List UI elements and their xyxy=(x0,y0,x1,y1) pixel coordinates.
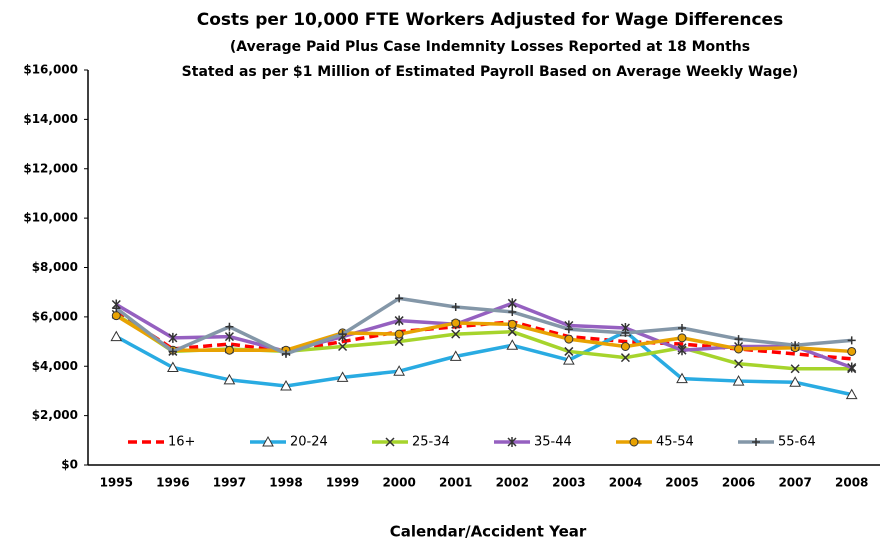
marker xyxy=(507,327,517,337)
x-tick-label: 2007 xyxy=(778,476,811,490)
marker xyxy=(223,373,236,385)
chart-subtitle: (Average Paid Plus Case Indemnity Losses… xyxy=(230,39,750,55)
y-tick-label: $14,000 xyxy=(23,112,78,126)
marker xyxy=(563,354,575,365)
marker xyxy=(394,315,404,326)
marker xyxy=(677,333,687,343)
series-line xyxy=(115,296,852,356)
marker xyxy=(393,365,405,376)
marker xyxy=(168,332,178,343)
marker xyxy=(262,435,274,447)
marker xyxy=(451,303,460,311)
marker xyxy=(508,307,517,316)
x-tick-label: 2001 xyxy=(439,476,472,490)
marker xyxy=(620,353,630,363)
marker xyxy=(845,388,858,400)
legend-label: 20-24 xyxy=(290,435,328,450)
y-tick-label: $4,000 xyxy=(32,359,78,373)
x-tick-label: 2002 xyxy=(496,476,529,490)
marker xyxy=(449,350,462,361)
marker xyxy=(752,438,760,446)
marker xyxy=(507,319,517,329)
marker xyxy=(621,328,630,337)
y-tick-label: $0 xyxy=(61,458,78,472)
series-line xyxy=(115,329,853,397)
marker xyxy=(111,311,121,321)
marker xyxy=(734,359,744,369)
marker xyxy=(224,331,234,342)
marker xyxy=(506,339,519,350)
x-tick-label: 2005 xyxy=(665,476,698,490)
y-tick-label: $12,000 xyxy=(23,161,78,175)
series xyxy=(112,294,856,358)
legend-label: 25-34 xyxy=(412,435,450,450)
series-line xyxy=(115,314,852,354)
chart-subtitle: Stated as per $1 Million of Estimated Pa… xyxy=(182,64,799,80)
marker xyxy=(564,346,574,356)
chart-title: Costs per 10,000 FTE Workers Adjusted fo… xyxy=(197,10,783,30)
x-tick-label: 1998 xyxy=(269,476,302,490)
marker xyxy=(385,437,395,447)
marker xyxy=(678,323,686,332)
marker xyxy=(451,318,461,328)
x-tick-label: 2008 xyxy=(835,476,868,490)
x-tick-label: 1995 xyxy=(100,476,133,490)
x-tick-label: 1997 xyxy=(213,476,246,490)
x-axis-label: Calendar/Accident Year xyxy=(390,523,587,541)
marker xyxy=(847,346,857,356)
marker xyxy=(282,349,290,358)
marker xyxy=(280,379,292,391)
series-line xyxy=(115,301,853,370)
legend-label: 55-64 xyxy=(778,435,816,450)
marker xyxy=(564,334,574,344)
marker xyxy=(791,341,800,350)
y-tick-label: $2,000 xyxy=(32,408,78,422)
marker xyxy=(676,372,688,384)
x-tick-label: 2004 xyxy=(609,476,642,490)
marker xyxy=(734,344,744,354)
y-tick-label: $16,000 xyxy=(23,63,78,77)
marker xyxy=(110,330,123,342)
y-tick-label: $6,000 xyxy=(32,309,78,323)
legend-label: 45-54 xyxy=(656,435,694,450)
x-tick-label: 2006 xyxy=(722,476,755,490)
x-tick-label: 2003 xyxy=(552,476,585,490)
marker xyxy=(168,347,177,356)
marker xyxy=(620,342,630,351)
series xyxy=(111,311,857,356)
marker xyxy=(338,330,347,339)
legend-label: 35-44 xyxy=(534,435,572,450)
x-tick-label: 1999 xyxy=(326,476,359,490)
marker xyxy=(789,376,801,387)
marker xyxy=(394,329,404,339)
marker xyxy=(629,437,639,447)
legend-label: 16+ xyxy=(168,435,195,450)
marker xyxy=(734,335,743,344)
marker xyxy=(112,304,121,313)
y-tick-label: $8,000 xyxy=(32,260,78,274)
marker xyxy=(847,362,857,373)
y-tick-label: $10,000 xyxy=(23,211,78,225)
x-tick-label: 1996 xyxy=(156,476,189,490)
marker xyxy=(225,322,234,331)
series xyxy=(110,325,858,400)
marker xyxy=(451,329,461,339)
marker xyxy=(507,437,517,447)
marker xyxy=(677,345,687,356)
marker xyxy=(336,371,349,382)
x-tick-label: 2000 xyxy=(382,476,415,490)
marker xyxy=(224,345,234,355)
marker xyxy=(507,298,517,309)
marker xyxy=(847,336,856,345)
marker xyxy=(732,375,745,386)
marker xyxy=(395,294,404,303)
marker xyxy=(167,361,179,372)
series xyxy=(111,309,857,374)
marker xyxy=(790,364,800,374)
marker xyxy=(564,325,573,334)
marker xyxy=(394,337,404,347)
marker xyxy=(338,341,348,352)
